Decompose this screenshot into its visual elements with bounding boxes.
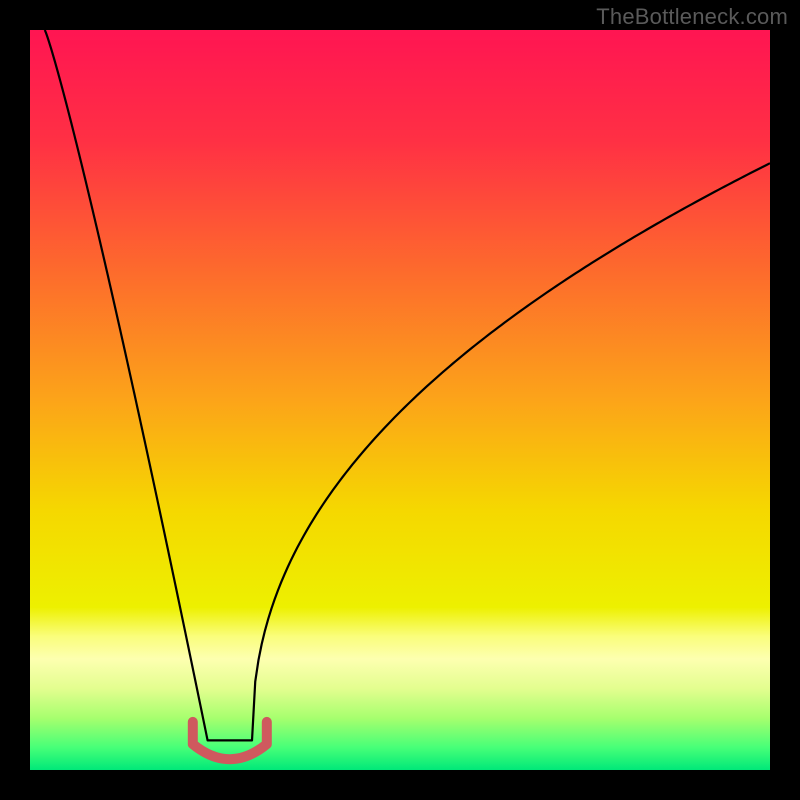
- watermark-text: TheBottleneck.com: [596, 4, 788, 30]
- gradient-background: [30, 30, 770, 770]
- bottleneck-chart: [30, 30, 770, 770]
- chart-container: TheBottleneck.com: [0, 0, 800, 800]
- plot-area: [30, 30, 770, 770]
